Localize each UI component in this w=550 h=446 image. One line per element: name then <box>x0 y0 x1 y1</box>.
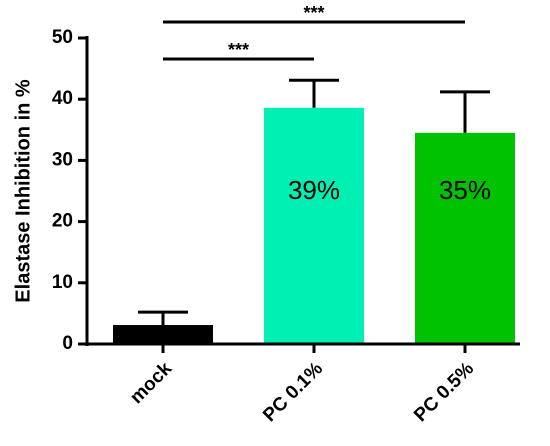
y-tick-label: 40 <box>52 88 73 109</box>
bar <box>113 325 213 344</box>
x-tick-label: PC 0.1% <box>259 358 327 426</box>
x-tick-label: mock <box>126 358 176 408</box>
y-tick-label: 30 <box>52 149 73 170</box>
y-tick-label: 0 <box>62 333 73 354</box>
bar <box>264 107 364 344</box>
value-label: 39% <box>288 175 340 205</box>
significance-label: *** <box>303 3 324 23</box>
bar <box>415 132 515 344</box>
significance-label: *** <box>228 40 249 60</box>
y-tick-label: 20 <box>52 211 73 232</box>
value-label: 35% <box>439 175 491 205</box>
x-tick-label: PC 0.5% <box>410 358 478 426</box>
y-tick-label: 50 <box>52 27 73 48</box>
y-axis-label: Elastase Inhibition in % <box>12 79 34 303</box>
y-tick-label: 10 <box>52 272 73 293</box>
